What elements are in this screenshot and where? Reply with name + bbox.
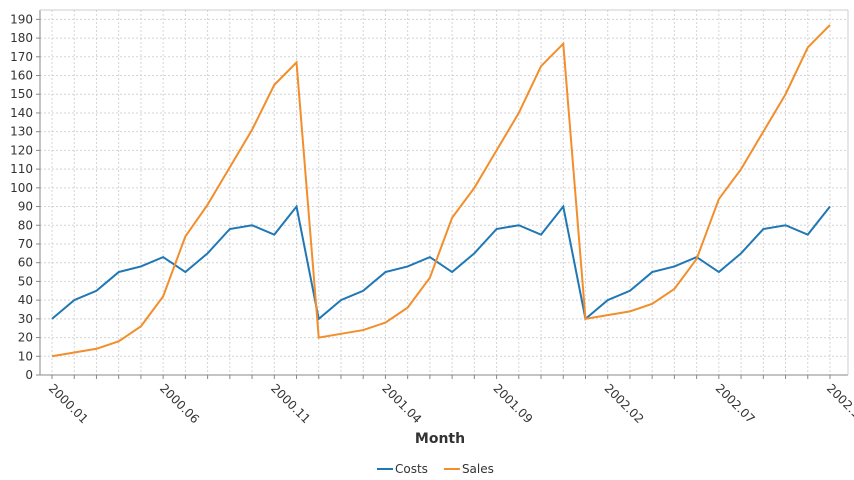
y-tick-label: 40 xyxy=(18,293,33,307)
x-tick-label: 2000.11 xyxy=(268,381,313,426)
y-tick-label: 100 xyxy=(10,181,33,195)
legend-label: Sales xyxy=(462,462,494,476)
y-tick-label: 70 xyxy=(18,237,33,251)
y-tick-label: 110 xyxy=(10,162,33,176)
y-tick-label: 160 xyxy=(10,69,33,83)
x-tick-label: 2001.09 xyxy=(490,381,535,426)
x-tick-label: 2002.02 xyxy=(602,381,647,426)
x-tick-label: 2002.12 xyxy=(824,381,854,426)
x-tick-label: 2002.07 xyxy=(713,381,758,426)
y-tick-label: 10 xyxy=(18,349,33,363)
legend-label: Costs xyxy=(395,462,428,476)
y-tick-label: 170 xyxy=(10,50,33,64)
y-tick-label: 140 xyxy=(10,106,33,120)
y-tick-label: 0 xyxy=(25,368,33,382)
y-tick-label: 190 xyxy=(10,12,33,26)
y-tick-label: 130 xyxy=(10,125,33,139)
y-tick-label: 150 xyxy=(10,87,33,101)
y-tick-label: 30 xyxy=(18,312,33,326)
y-tick-label: 50 xyxy=(18,274,33,288)
x-tick-label: 2000.06 xyxy=(157,381,202,426)
y-tick-label: 20 xyxy=(18,331,33,345)
x-tick-label: 2000.01 xyxy=(46,381,91,426)
line-series xyxy=(51,204,831,321)
y-tick-label: 180 xyxy=(10,31,33,45)
line-series xyxy=(51,24,831,358)
x-axis-label: Month xyxy=(415,431,465,447)
x-tick-label: 2001.04 xyxy=(379,381,424,426)
y-tick-label: 90 xyxy=(18,200,33,214)
y-tick-label: 60 xyxy=(18,256,33,270)
y-tick-label: 80 xyxy=(18,218,33,232)
y-tick-label: 120 xyxy=(10,143,33,157)
